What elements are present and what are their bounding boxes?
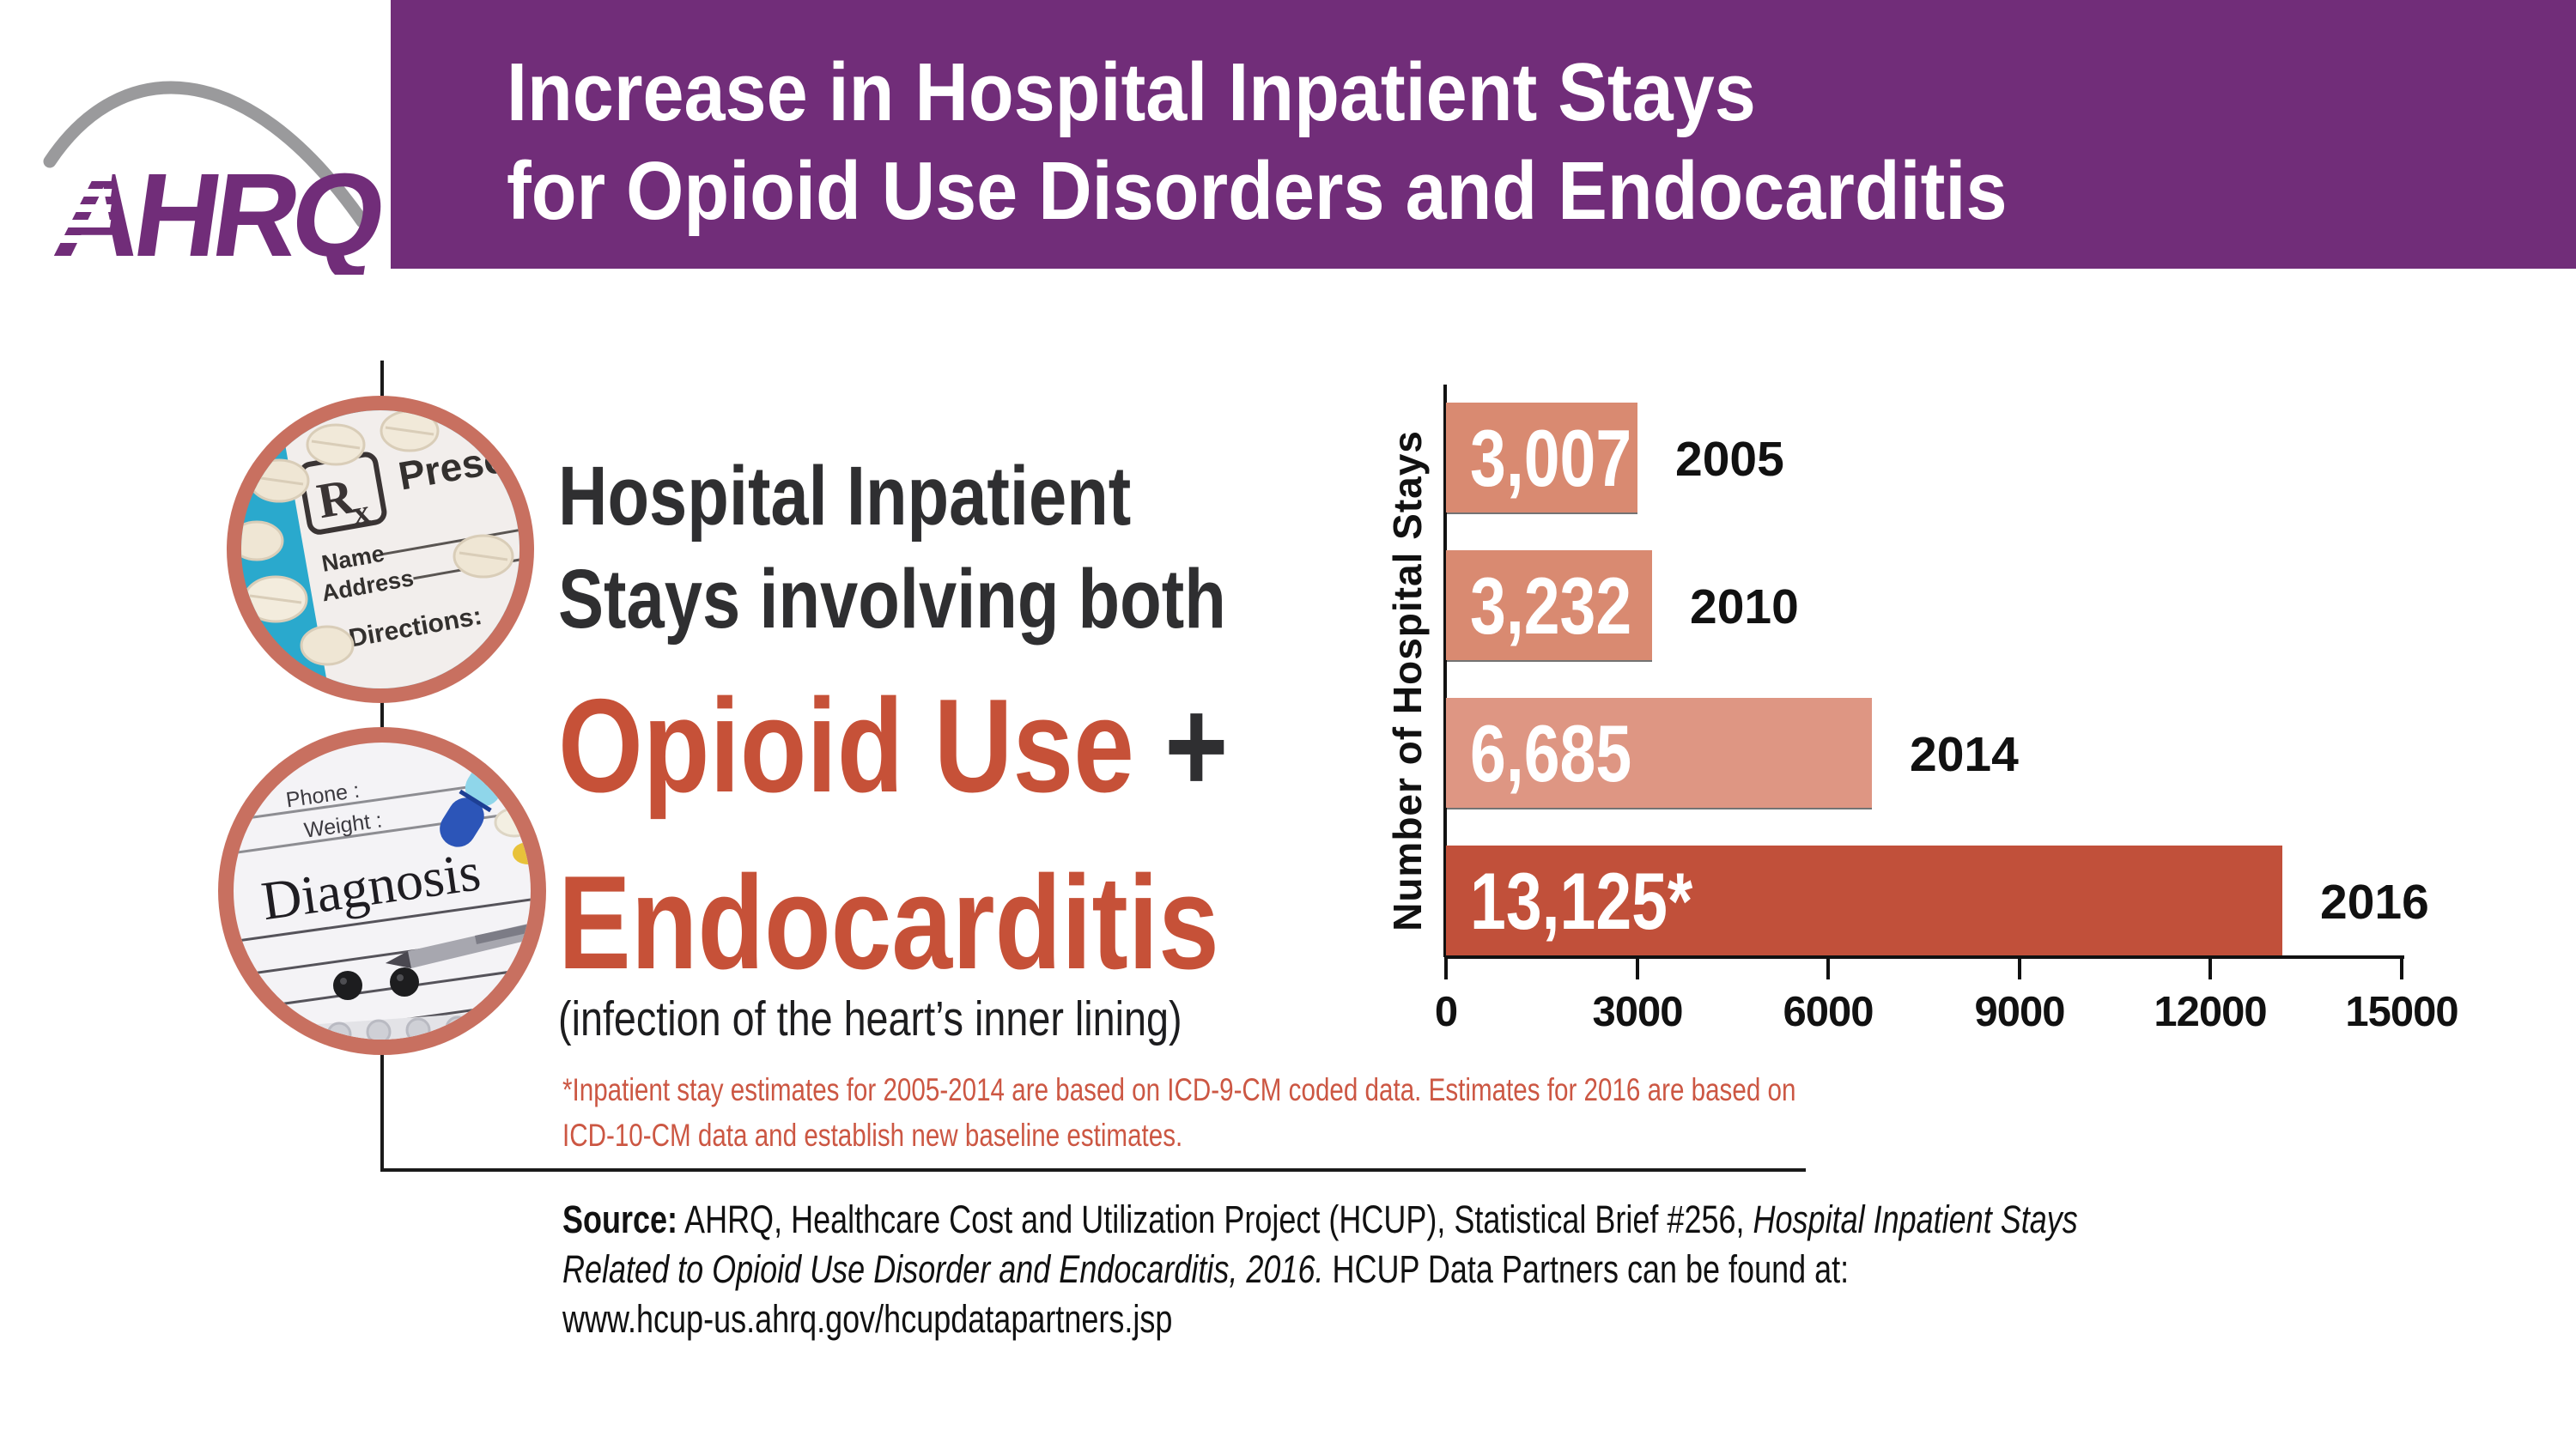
ahrq-logo: AHRQ [23,69,390,282]
footnote-line2: ICD-10-CM data and establish new baselin… [562,1118,1183,1153]
x-tick-label: 6000 [1783,989,1874,1035]
x-axis-line [1444,955,2404,959]
bar-row-2005: 3,007 2005 [1446,403,2562,512]
logo-stripe [54,173,112,181]
source-part1: AHRQ, Healthcare Cost and Utilization Pr… [677,1197,1753,1241]
bar-2010: 3,232 [1446,550,1652,660]
bar-row-2010: 3,232 2010 [1446,550,2562,660]
bar-value-label: 3,232 [1470,561,1632,651]
x-tick [1636,955,1639,979]
source-label: Source: [562,1197,678,1241]
footnote-line1: *Inpatient stay estimates for 2005-2014 … [562,1072,1796,1107]
plot-area: 3,007 2005 3,232 2010 6,685 2014 13,125* 2016 [1446,385,2562,957]
y-axis-label: Number of Hospital Stays [1385,430,1430,931]
x-tick [1444,955,1448,979]
headline-subtitle: (infection of the heart’s inner lining) [558,991,1182,1046]
logo-stripe [47,189,112,197]
horizontal-rule [380,1168,1806,1172]
diagnosis-photo: Phone : Weight : Diagnosis [217,726,547,1056]
x-tick-label: 9000 [1974,989,2065,1035]
logo-text: AHRQ [47,149,386,275]
header-banner: Increase in Hospital Inpatient Stays for… [391,0,2576,269]
prescription-photo-graphic: R x Prescr Name Address Directions: [227,396,534,703]
plus-sign: + [1164,671,1229,820]
pill-highlight [340,978,347,985]
y-axis-line [1443,385,1447,957]
source-italic-title: Hospital Inpatient Stays Related to Opio… [562,1197,2078,1291]
x-tick [2208,955,2212,979]
source-part2: HCUP Data Partners can be found at: [1323,1247,1850,1291]
black-pill-icon [333,971,362,1000]
footnote: *Inpatient stay estimates for 2005-2014 … [562,1067,1936,1158]
bar-value-label: 6,685 [1470,708,1632,798]
headline-term-opioid: Opioid Use + [558,670,1228,822]
form-line [234,895,531,944]
bar-2005: 3,007 [1446,403,1637,512]
x-tick-label: 0 [1434,989,1458,1035]
bar-year-label: 2014 [1910,727,2019,782]
headline-line2: Stays involving both [558,552,1226,646]
bar-value-label: 13,125* [1470,856,1693,946]
source-url: www.hcup-us.ahrq.gov/hcupdatapartners.js… [562,1297,1173,1341]
bar-row-2016: 13,125* 2016 [1446,846,2562,955]
x-tick [2400,955,2403,979]
black-pill-icon [390,967,419,997]
pill-icon [306,423,366,466]
bar-2016: 13,125* [1446,846,2282,955]
page-title: Increase in Hospital Inpatient Stays for… [507,43,2007,240]
bar-year-label: 2005 [1675,432,1784,487]
x-tick-label: 3000 [1592,989,1683,1035]
logo-letters: AHRQ [23,149,390,282]
x-tick-label: 12000 [2154,989,2267,1035]
bar-year-label: 2016 [2320,875,2429,930]
source-citation: Source: AHRQ, Healthcare Cost and Utiliz… [562,1195,2156,1344]
pills [241,410,514,666]
opioid-use-text: Opioid Use [558,671,1134,820]
x-tick [1826,955,1830,979]
bar-year-label: 2010 [1690,579,1799,634]
logo-stripe [39,204,112,212]
pill-icon [300,625,355,666]
pill-icon [241,520,284,561]
bar-row-2014: 6,685 2014 [1446,698,2562,808]
bar-value-label: 3,007 [1470,413,1632,503]
logo-stripe [23,235,111,243]
diagnosis-photo-graphic: Phone : Weight : Diagnosis [218,727,546,1055]
pill-icon [453,534,514,579]
prescription-photo: R x Prescr Name Address Directions: [226,395,535,704]
ahrq-logo-graphic: AHRQ [23,81,390,282]
headline-block: Hospital Inpatient Stays involving both … [558,448,1333,1066]
pill-icon [380,410,440,452]
bar-2014: 6,685 [1446,698,1872,808]
pill-highlight [397,974,404,981]
x-axis: 0 3000 6000 9000 12000 15000 [1435,955,2562,1058]
x-tick-label: 15000 [2345,989,2458,1035]
page-title-line2: for Opioid Use Disorders and Endocarditi… [507,145,2008,237]
headline-term-endocarditis: Endocarditis [558,848,1219,997]
logo-stripe [31,220,112,227]
logo-swoosh-arc [43,81,369,228]
headline-line1: Hospital Inpatient [558,449,1132,543]
x-tick [2018,955,2021,979]
page-title-line1: Increase in Hospital Inpatient Stays [507,46,1756,138]
